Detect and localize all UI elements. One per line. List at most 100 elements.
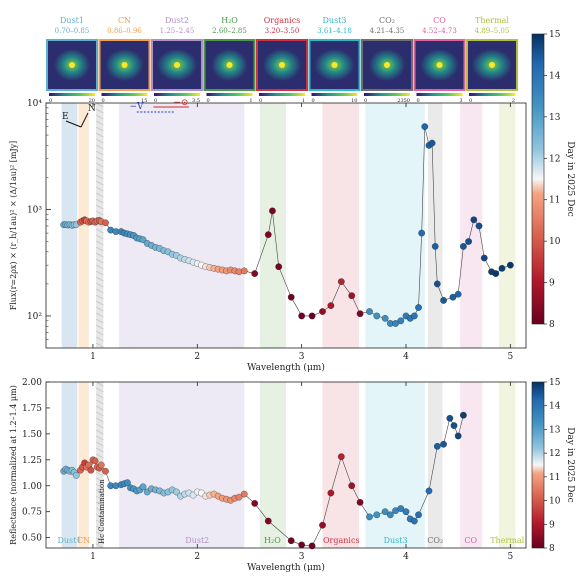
band-region (259, 103, 286, 348)
colorbar-gradient (531, 33, 545, 325)
data-point (381, 314, 389, 322)
thumbnail-band-name: Thermal (475, 16, 509, 25)
band-hatch (95, 126, 104, 132)
band-hatch (95, 252, 104, 258)
band-hatch (95, 447, 104, 453)
colorbar-tick-label: 15 (549, 378, 561, 388)
band-hatch (95, 387, 104, 393)
colorbar-tick-label: 10 (549, 237, 561, 247)
data-point (348, 482, 356, 490)
thumbnail-band-name: Organics (264, 16, 301, 25)
data-point (275, 263, 283, 271)
band-hatch (95, 162, 104, 168)
thumbnail-scale-max: 2350 (397, 98, 410, 104)
band-hatch (95, 300, 104, 306)
band-hatch (95, 495, 104, 501)
thumbnail-nucleus (436, 62, 443, 68)
plot-frame (45, 102, 527, 349)
colorbar-tick-label: 14 (549, 402, 561, 412)
band-hatch (95, 246, 104, 252)
thumbnail-band-name: Dust1 (60, 16, 84, 25)
band-label: Thermal (490, 536, 524, 545)
thumbnail-band-name: CO (433, 16, 446, 25)
band-hatch (95, 144, 104, 150)
band-label: Dust1 (57, 536, 81, 545)
data-point (440, 440, 447, 448)
data-point (298, 312, 306, 320)
data-point (72, 472, 80, 479)
data-point (91, 457, 99, 465)
compass-north-label: N (88, 104, 96, 114)
band-hatch (95, 531, 104, 537)
x-tick-label: 2 (194, 552, 200, 562)
x-tick-label: 5 (507, 552, 513, 562)
data-point (337, 278, 345, 285)
band-hatch (95, 411, 104, 417)
data-point (251, 270, 259, 277)
band-region (427, 103, 443, 348)
data-point (454, 290, 462, 298)
data-point (465, 238, 472, 245)
band-hatch (95, 342, 104, 348)
band-region (365, 103, 425, 348)
thumbnail-band-range: 3.20–3.50 (265, 27, 300, 35)
band-region (427, 382, 443, 548)
data-point (269, 207, 276, 215)
band-hatch (95, 228, 104, 234)
colorbar-tick-label: 9 (549, 279, 555, 289)
data-point (327, 489, 335, 497)
y-tick-label: 1.75 (22, 404, 42, 414)
colorbar-tick-label: 14 (549, 71, 561, 81)
band-hatch (95, 186, 104, 192)
data-point (139, 483, 147, 491)
velocity-label: −V (129, 102, 144, 112)
thumbnail: Dust2 1.25–2.45 0 3.5 (151, 16, 203, 104)
data-point (421, 123, 429, 130)
band-hatch (95, 132, 104, 138)
thumbnail-band-name: CN (118, 16, 131, 25)
colorbar-tick-label: 8 (549, 544, 555, 554)
band-hatch (95, 282, 104, 288)
data-point (431, 243, 439, 250)
band-hatch (95, 324, 104, 330)
sun-label: −⊙ (173, 98, 188, 108)
band-region (322, 103, 360, 348)
band-hatch (95, 102, 104, 108)
band-hatch (95, 513, 104, 519)
thumbnail-scale-min: 0 (417, 98, 420, 104)
data-point (450, 422, 458, 429)
data-point (410, 312, 418, 320)
colorbar-gradient (531, 381, 545, 549)
band-hatch (95, 330, 104, 336)
band-region (498, 103, 516, 348)
y-tick-label: 10² (27, 312, 42, 322)
thumbnail-band-name: CO₂ (379, 16, 395, 25)
colorbar-tick-label: 9 (549, 520, 555, 530)
colorbar-tick-label: 15 (549, 30, 561, 40)
thumbnail-scale-max: 3 (459, 98, 462, 104)
band-hatch (95, 210, 104, 216)
data-point (319, 521, 326, 529)
thumbnail: H₂O 2.60–2.85 0 1 (203, 16, 256, 104)
y-tick-label: 1.50 (22, 430, 42, 440)
data-point (327, 302, 335, 309)
thumbnail-scale-bar (154, 93, 200, 96)
colorbar-tick-label: 12 (549, 449, 560, 459)
data-point (87, 466, 95, 474)
band-hatch (95, 477, 104, 483)
data-point (319, 308, 326, 315)
band-hatch (95, 483, 104, 489)
colorbar-label: Day in 2025 Dec (565, 427, 575, 502)
data-point (264, 231, 272, 239)
data-point (506, 261, 514, 269)
band-hatch (95, 399, 104, 405)
x-axis-label: Wavelength (μm) (247, 562, 325, 573)
band-hatch (95, 276, 104, 282)
thumbnail-scale-min: 0 (312, 98, 315, 104)
data-point (402, 508, 410, 516)
band-region (96, 103, 104, 348)
thumbnail-nucleus (331, 62, 338, 68)
thumbnail-nucleus (384, 62, 390, 68)
thumbnail: Dust1 0.70–0.85 0 20 (46, 16, 98, 104)
data-point (287, 293, 295, 301)
